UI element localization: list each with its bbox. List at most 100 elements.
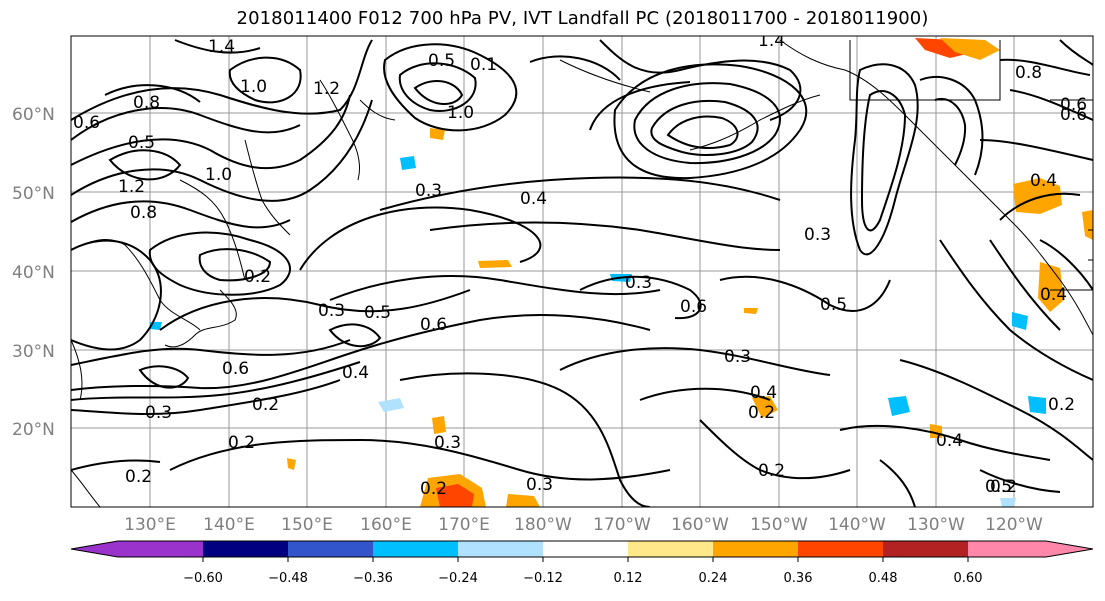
- colorbar-segment: [458, 541, 543, 557]
- shade-blue: [1012, 312, 1028, 330]
- contour-label: 0.3: [318, 301, 345, 321]
- contour-label: 0.2: [1048, 395, 1075, 415]
- colorbar-segment: [71, 541, 118, 557]
- colorbar-segment: [543, 541, 628, 557]
- colorbar-segment: [203, 541, 288, 557]
- contour-label: 0.8: [130, 203, 157, 223]
- pv-contours: [71, 39, 1093, 507]
- shade-orange: [752, 396, 778, 418]
- contour-label: 0.6: [222, 359, 249, 379]
- contour-label: 1.2: [313, 79, 340, 99]
- lon-label: 160°W: [671, 515, 729, 535]
- shade-orange: [506, 494, 540, 507]
- contour-label: 1.0: [205, 165, 232, 185]
- colorbar-tick-label: −0.36: [353, 571, 393, 586]
- shade-orange: [940, 38, 1000, 60]
- shade-blue: [400, 156, 416, 170]
- contour-label: 0.3: [724, 347, 751, 367]
- contour-labels: 1.4 1.2 0.8 0.6 0.5 1.0 1.2 0.5 0.1 1.0 …: [73, 31, 1087, 499]
- lon-label: 180°W: [514, 515, 572, 535]
- colorbar-segment: [798, 541, 883, 557]
- colorbar-outline: [70, 540, 1094, 558]
- colorbar-segment: [628, 541, 713, 557]
- contour-label: 0.2: [748, 403, 775, 423]
- longitude-labels: 130°E 140°E 150°E 160°E 170°E 180°W 170°…: [124, 515, 1043, 535]
- contour-label: 0.8: [133, 93, 160, 113]
- colorbar-tick-label: −0.48: [268, 571, 308, 586]
- coastlines: [71, 39, 1093, 507]
- lon-label: 150°E: [281, 515, 333, 535]
- contour-label: 1.0: [447, 103, 474, 123]
- lon-label: 140°E: [203, 515, 255, 535]
- contour-label: 0.6: [680, 297, 707, 317]
- lat-label: 30°N: [12, 342, 55, 362]
- contour-label: 0.5: [985, 477, 1012, 497]
- contour-label: 0.6: [1060, 105, 1087, 125]
- contour-label: 0.3: [526, 475, 553, 495]
- lat-label: 40°N: [12, 263, 55, 283]
- colorbar-tick-label: −0.12: [523, 571, 563, 586]
- gridlines: [71, 36, 1093, 507]
- lat-label: 50°N: [12, 184, 55, 204]
- contour-label: 0.3: [415, 181, 442, 201]
- contour-label: 0.4: [1030, 171, 1057, 191]
- shade-orange: [1082, 210, 1093, 240]
- contour-label: 1.2: [118, 177, 145, 197]
- colorbar: −0.60 −0.48 −0.36 −0.24 −0.12 0.12 0.24 …: [70, 540, 1094, 586]
- lon-label: 120°W: [985, 515, 1043, 535]
- contour-label: 0.5: [820, 295, 847, 315]
- contour-label: 0.6: [420, 315, 447, 335]
- lat-label: 60°N: [12, 105, 55, 125]
- lon-label: 130°W: [907, 515, 965, 535]
- map-title: 2018011400 F012 700 hPa PV, IVT Landfall…: [236, 8, 929, 29]
- contour-label: 0.6: [1060, 95, 1087, 115]
- lon-label: 140°W: [828, 515, 886, 535]
- colorbar-tick-label: −0.60: [183, 571, 223, 586]
- shade-orange: [287, 458, 296, 470]
- contour-label: 0.2: [125, 467, 152, 487]
- lon-label: 130°E: [124, 515, 176, 535]
- contour-label: 0.2: [252, 395, 279, 415]
- contour-label: 0.3: [145, 403, 172, 423]
- shade-lightblue: [1000, 498, 1016, 507]
- colorbar-segment: [883, 541, 968, 557]
- contour-label: 0.4: [1040, 285, 1067, 305]
- contour-label: 0.2: [990, 477, 1017, 497]
- shade-blue: [888, 396, 910, 416]
- colorbar-segment: [968, 541, 1046, 557]
- ivt-shading: [150, 38, 1093, 507]
- contour-label: 0.3: [804, 225, 831, 245]
- contour-label: 1.4: [758, 31, 785, 51]
- lat-label: 20°N: [12, 420, 55, 440]
- colorbar-tick-label: 0.48: [869, 571, 898, 586]
- contour-label: 0.1: [470, 55, 497, 75]
- contour-label: 0.3: [434, 433, 461, 453]
- contour-label: 0.4: [750, 383, 777, 403]
- lon-label: 150°W: [750, 515, 808, 535]
- contour-label: 0.4: [520, 189, 547, 209]
- colorbar-tick-label: 0.60: [954, 571, 983, 586]
- contour-label: 0.5: [128, 133, 155, 153]
- contour-label: 0.2: [228, 433, 255, 453]
- colorbar-segment: [373, 541, 458, 557]
- contour-label: 0.4: [936, 431, 963, 451]
- shade-orange: [430, 128, 445, 140]
- contour-label: 0.8: [1015, 63, 1042, 83]
- contour-label: 0.5: [364, 303, 391, 323]
- map-frame: [70, 35, 1094, 508]
- contour-label: 0.6: [73, 113, 100, 133]
- contour-label: 1.0: [240, 77, 267, 97]
- contour-label: 0.2: [244, 267, 271, 287]
- colorbar-segment: [288, 541, 373, 557]
- shade-red: [436, 484, 474, 507]
- lon-label: 170°W: [593, 515, 651, 535]
- shade-orange: [1038, 262, 1064, 312]
- colorbar-tick-label: 0.12: [614, 571, 643, 586]
- contour-label: 0.3: [625, 273, 652, 293]
- shade-blue: [1028, 396, 1046, 414]
- colorbar-segment: [713, 541, 798, 557]
- shade-orange: [478, 260, 512, 268]
- colorbar-tick-label: −0.24: [438, 571, 478, 586]
- shade-orange: [432, 416, 446, 434]
